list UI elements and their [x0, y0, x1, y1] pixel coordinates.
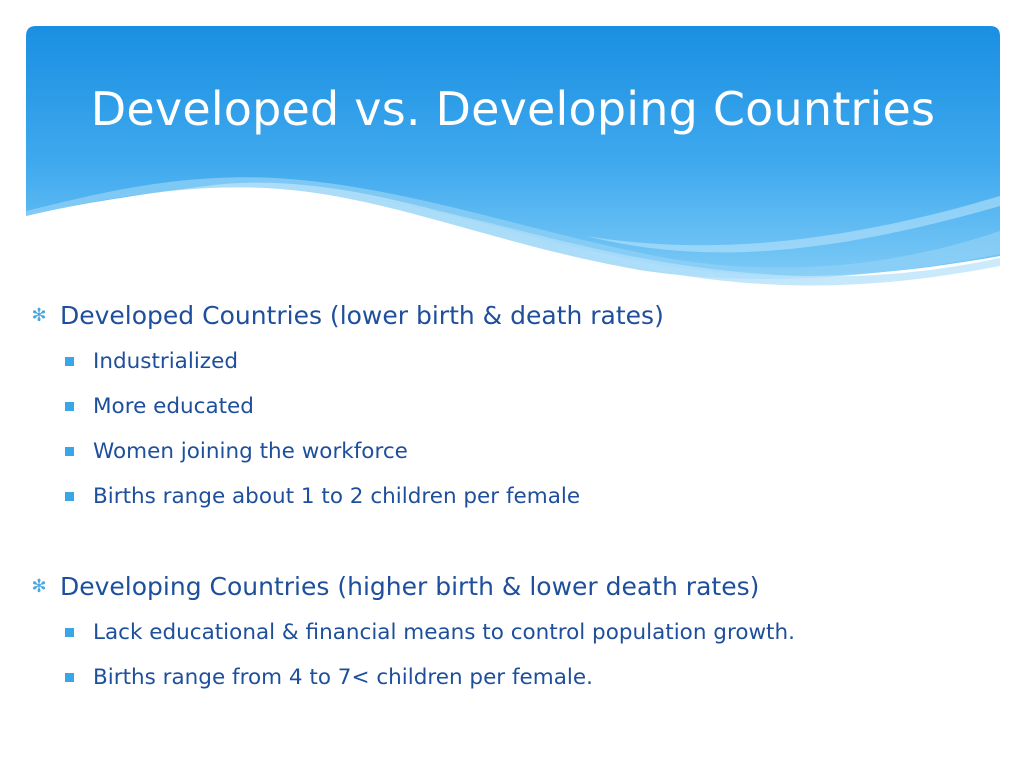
- asterisk-bullet-icon: ✻: [31, 305, 47, 326]
- sub-bullet-text: More educated: [93, 394, 254, 419]
- sub-bullet: Births range about 1 to 2 children per f…: [30, 474, 990, 519]
- sub-bullet: Industrialized: [30, 339, 990, 384]
- square-bullet-icon: [65, 628, 74, 637]
- bullet-developing-countries: ✻ Developing Countries (higher birth & l…: [30, 569, 990, 605]
- wave-banner-graphic: [26, 26, 1000, 286]
- square-bullet-icon: [65, 492, 74, 501]
- sub-bullet-text: Births range from 4 to 7< children per f…: [93, 665, 593, 690]
- sub-bullet-text: Industrialized: [93, 349, 238, 374]
- sub-bullet-text: Lack educational & financial means to co…: [93, 620, 795, 645]
- bullet-list: ✻ Developed Countries (lower birth & dea…: [30, 298, 990, 700]
- sub-bullet-text: Births range about 1 to 2 children per f…: [93, 484, 581, 509]
- sub-list-developing: Lack educational & financial means to co…: [30, 610, 990, 700]
- sub-bullet: Lack educational & financial means to co…: [30, 610, 990, 655]
- square-bullet-icon: [65, 447, 74, 456]
- square-bullet-icon: [65, 357, 74, 366]
- sub-bullet: Births range from 4 to 7< children per f…: [30, 655, 990, 700]
- slide-title: Developed vs. Developing Countries: [90, 82, 936, 136]
- bullet-developed-countries: ✻ Developed Countries (lower birth & dea…: [30, 298, 990, 334]
- square-bullet-icon: [65, 673, 74, 682]
- spacer: [30, 519, 990, 569]
- sub-bullet-text: Women joining the workforce: [93, 439, 408, 464]
- title-banner: Developed vs. Developing Countries: [26, 26, 1000, 296]
- sub-list-developed: Industrialized More educated Women joini…: [30, 339, 990, 519]
- bullet-text: Developing Countries (higher birth & low…: [60, 572, 760, 601]
- sub-bullet: More educated: [30, 384, 990, 429]
- square-bullet-icon: [65, 402, 74, 411]
- sub-bullet: Women joining the workforce: [30, 429, 990, 474]
- bullet-text: Developed Countries (lower birth & death…: [60, 301, 664, 330]
- asterisk-bullet-icon: ✻: [31, 576, 47, 597]
